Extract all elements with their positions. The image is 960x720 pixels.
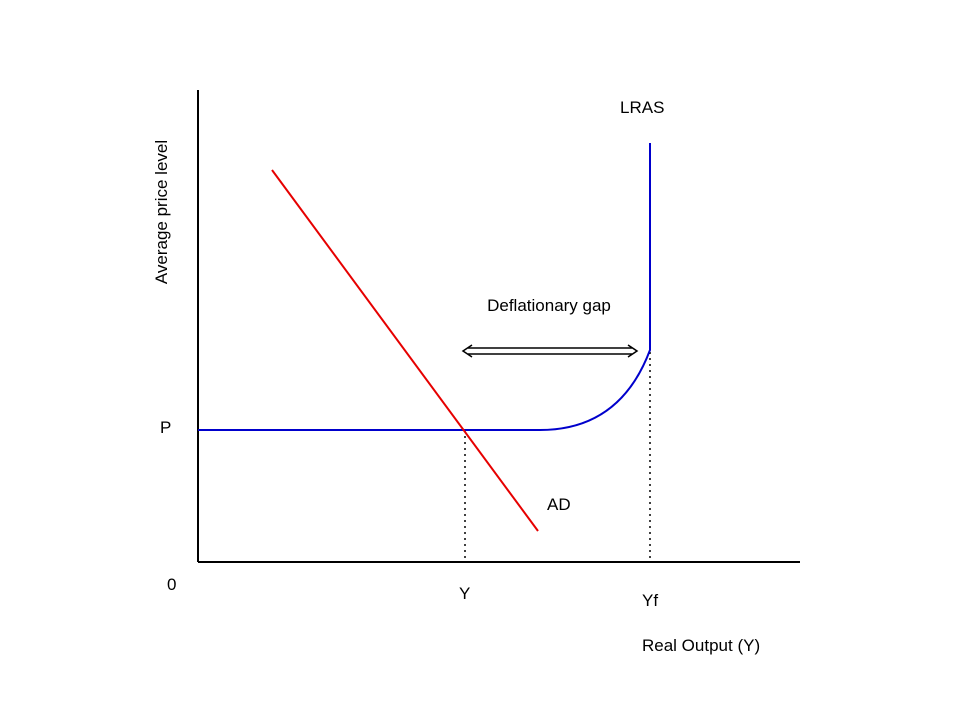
output-level-label: Y	[459, 584, 471, 603]
price-level-label: P	[160, 418, 172, 437]
deflationary-gap-arrow	[461, 344, 639, 358]
ad-label: AD	[547, 495, 571, 514]
deflationary-gap-label: Deflationary gap	[487, 296, 611, 315]
lras-label: LRAS	[620, 98, 665, 117]
full-output-label: Yf	[642, 591, 659, 610]
x-axis-label: Real Output (Y)	[642, 636, 761, 655]
y-axis-label: Average price level	[152, 139, 171, 285]
lras-curve	[198, 143, 651, 431]
ad-curve	[271, 169, 539, 532]
origin-label: 0	[167, 575, 177, 594]
